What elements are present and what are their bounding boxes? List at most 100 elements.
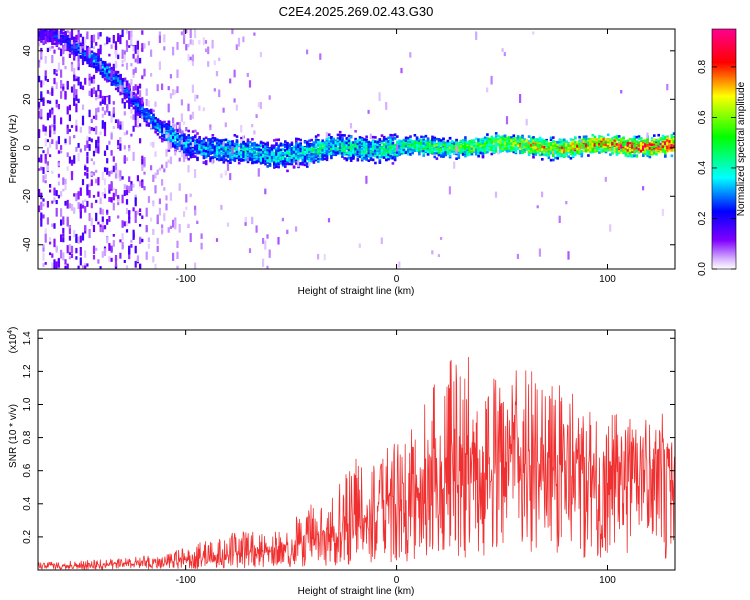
spectrogram-noise-cell (46, 112, 49, 121)
spectrogram-cell (284, 149, 287, 152)
spectrogram-cell (277, 157, 280, 160)
spectrogram-cell (152, 124, 155, 128)
spectrogram-cell (358, 153, 362, 156)
spectrogram-noise-cell (40, 218, 43, 227)
spectrogram-noise-cell (75, 103, 78, 113)
spectrogram-noise-cell (84, 145, 87, 151)
spectrogram-cell (200, 146, 204, 149)
spectrogram-noise-cell (237, 146, 241, 151)
spectrogram-cell (382, 152, 386, 155)
spectrogram-noise-cell (57, 173, 60, 178)
spectrogram-cell (253, 155, 256, 158)
spectrogram-cell (242, 144, 245, 148)
spectrogram-noise-cell (152, 203, 155, 207)
spectrogram-cell (150, 111, 153, 114)
spectrogram-noise-cell (163, 127, 166, 134)
spectrogram-cell (281, 157, 285, 160)
spectrogram-cell (125, 84, 129, 87)
spectrogram-noise-cell (49, 154, 52, 158)
spectrogram-noise-cell (125, 189, 129, 196)
spectrogram-cell (68, 38, 72, 41)
spectrogram-cell (281, 162, 285, 165)
spectrogram-noise-cell (75, 94, 78, 101)
spectrogram-cell (180, 148, 184, 152)
spectrogram-noise-cell (97, 177, 100, 186)
spectrogram-noise-cell (117, 70, 120, 74)
spectrogram-cell (215, 140, 219, 144)
spectrogram-noise-cell (141, 97, 144, 104)
spectrogram-cell (158, 120, 162, 123)
spectrogram-cell (354, 150, 357, 153)
spectrogram-cell (224, 145, 228, 149)
spectrogram-noise-cell (49, 241, 52, 245)
spectrogram-cell (358, 155, 362, 158)
spectrogram-cell (163, 138, 166, 142)
spectrogram-noise-cell (431, 250, 434, 255)
spectrogram-noise-cell (121, 121, 124, 131)
spectrogram-noise-cell (70, 32, 74, 40)
spectrogram-noise-cell (183, 29, 186, 33)
spectrogram-noise-cell (77, 143, 80, 148)
spectrogram-cell (40, 33, 43, 37)
spectrogram-cell (396, 140, 399, 144)
spectrogram-noise-cell (60, 80, 63, 88)
spectrogram-cell (194, 135, 197, 139)
spectrogram-noise-cell (53, 265, 56, 269)
spectrogram-noise-cell (92, 255, 96, 260)
spectrogram-noise-cell (38, 129, 41, 133)
spectrogram-cell (323, 148, 327, 151)
spectrogram-noise-cell (92, 74, 96, 80)
spectrogram-cell (437, 138, 441, 141)
spectrogram-noise-cell (222, 142, 225, 147)
spectrogram-noise-cell (66, 263, 69, 269)
spectrogram-noise-cell (121, 64, 124, 67)
spectrogram-cell (356, 141, 360, 145)
spectrogram-noise-cell (92, 34, 96, 43)
spectrogram-noise-cell (139, 90, 142, 98)
spectrogram-cell (132, 92, 136, 96)
spectrogram-cell (330, 138, 333, 141)
spectrogram-cell (365, 158, 368, 161)
spectrogram-cell (404, 144, 408, 148)
spectrogram-cell (312, 154, 316, 158)
spectrogram-cell (251, 144, 254, 147)
spectrogram-cell (323, 141, 327, 144)
spectrogram-noise-cell (119, 36, 122, 45)
spectrogram-noise-cell (75, 89, 78, 98)
spectrogram-cell (352, 144, 355, 148)
spectrogram-cell (172, 133, 175, 137)
spectrogram-cell (380, 152, 384, 155)
spectrogram-noise-cell (187, 223, 190, 228)
spectrogram-cell (211, 137, 215, 140)
spectrogram-noise-cell (103, 167, 107, 172)
spectrogram-noise-cell (86, 140, 89, 149)
spectrogram-cell (215, 150, 219, 154)
spectrogram-noise-cell (119, 170, 122, 177)
spectrogram-noise-cell (112, 240, 115, 247)
spectrogram-noise-cell (62, 216, 65, 225)
spectrogram-noise-cell (46, 100, 49, 104)
spectrogram-noise-cell (257, 102, 260, 108)
spectrogram-cell (108, 70, 111, 74)
spectrogram-noise-cell (143, 186, 146, 191)
spectrogram-noise-cell (176, 251, 179, 259)
spectrogram-cell (402, 148, 406, 152)
spectrogram-cell (422, 135, 425, 139)
spectrogram-cell (178, 140, 182, 144)
spectrogram-cell (70, 43, 74, 47)
spectrogram-noise-cell (134, 245, 137, 254)
spectrogram-cell (374, 144, 377, 147)
spectrogram-noise-cell (158, 198, 161, 205)
spectrogram-cell (411, 140, 414, 143)
spectrogram-cell (213, 137, 217, 140)
spectrogram-noise-cell (152, 141, 155, 148)
spectrogram-noise-cell (66, 166, 69, 171)
spectrogram-cell (90, 53, 94, 57)
spectrogram-noise-cell (152, 256, 155, 263)
spectrogram-noise-cell (189, 193, 192, 197)
spectrogram-cell (371, 140, 375, 143)
spectrogram-cell (246, 138, 250, 141)
spectrogram-noise-cell (235, 104, 238, 111)
spectrogram-cell (262, 154, 265, 158)
spectrogram-cell (222, 138, 226, 142)
